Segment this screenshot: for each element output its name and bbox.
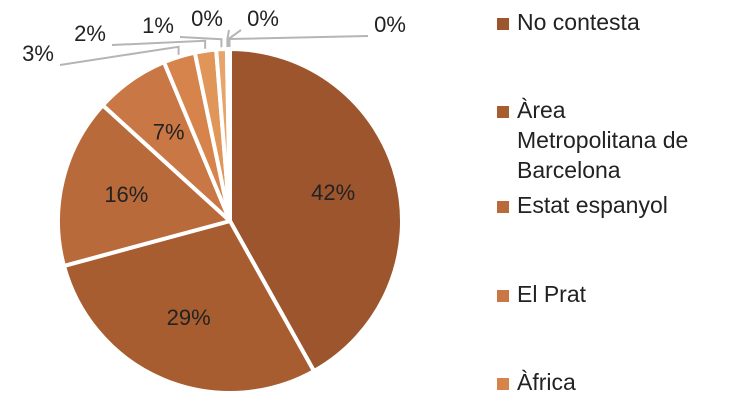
data-label-8: 0% <box>191 6 223 31</box>
leader-line-7 <box>179 36 223 48</box>
data-label-6: 2% <box>74 21 106 46</box>
legend-swatch-no-contesta <box>497 18 509 30</box>
data-label-7: 1% <box>142 13 174 38</box>
leader-line-6 <box>111 39 207 49</box>
data-label-1: 42% <box>311 180 355 205</box>
legend-label-estat-espanyol: Estat espanyol <box>517 192 668 218</box>
leader-line-10 <box>228 35 369 48</box>
data-label-10: 0% <box>374 12 406 37</box>
data-label-3: 16% <box>104 182 148 207</box>
pie-slice-1 <box>228 47 404 374</box>
pie-slice-2 <box>61 219 316 395</box>
pie-slice-10 <box>226 47 232 223</box>
legend-label-area-metropolitana-de-barcelona: Àrea Metropolitana de Barcelona <box>517 97 688 183</box>
legend-swatch-el-prat <box>497 290 509 302</box>
leader-line-5 <box>59 45 180 66</box>
leader-line-8 <box>226 29 230 48</box>
legend: No contesta Àrea Metropolitana de Barcelona… <box>497 9 688 395</box>
data-label-9: 0% <box>247 6 279 31</box>
data-label-5: 3% <box>22 41 54 66</box>
pie-slices <box>56 47 404 395</box>
legend-label-africa: Àfrica <box>517 369 576 392</box>
leader-lines <box>59 29 369 66</box>
leader-line-9 <box>227 29 242 48</box>
data-label-4: 7% <box>153 120 185 145</box>
legend-swatch-estat-espanyol <box>497 201 509 213</box>
pie-slice-3 <box>56 103 232 268</box>
data-labels: 42% 29% 16% 7% 3% 2% 1% 0% 0% 0% <box>22 6 406 330</box>
legend-swatch-africa <box>497 378 509 390</box>
legend-label-no-contesta: No contesta <box>517 9 640 35</box>
data-label-2: 29% <box>167 305 211 330</box>
legend-swatch-area-metropolitana-de-barcelona <box>497 106 509 118</box>
legend-label-el-prat: El Prat <box>517 281 587 307</box>
